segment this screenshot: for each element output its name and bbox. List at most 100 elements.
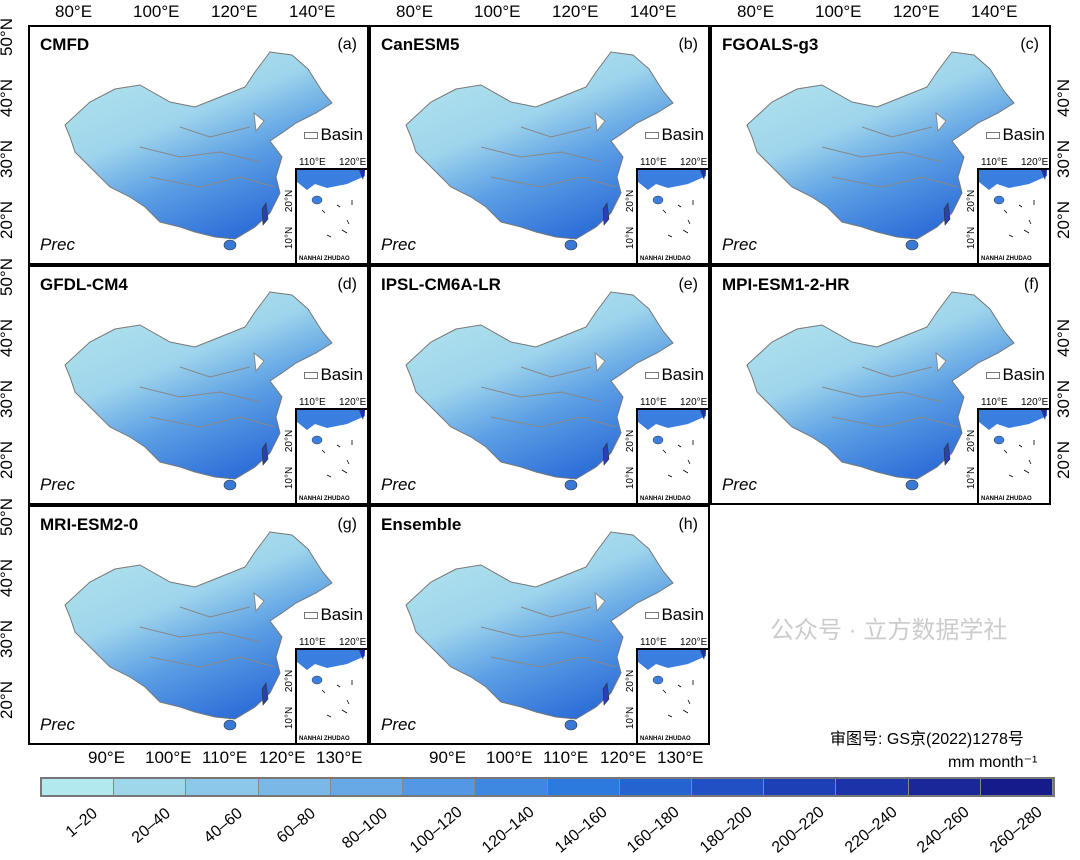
panel-title: GFDL-CM4 — [40, 275, 128, 294]
panel-letter: (e) — [678, 276, 698, 293]
colorbar-label: 240–260 — [914, 803, 973, 857]
basin-legend: Basin — [304, 125, 363, 145]
lon-tick-label: 90°E — [88, 748, 126, 767]
lon-tick-label: 120°E — [893, 2, 940, 21]
basin-swatch-icon — [645, 612, 660, 620]
basin-legend: Basin — [645, 605, 704, 625]
inset-lon-tick: 120°E — [339, 157, 367, 168]
inset-lon-tick: 110°E — [299, 637, 326, 648]
lon-tick-label: 100°E — [486, 748, 533, 767]
colorbar-swatch — [547, 779, 620, 795]
basin-swatch-icon — [645, 132, 660, 140]
colorbar-label: 20–40 — [128, 805, 174, 847]
basin-swatch-icon — [986, 372, 1001, 380]
colorbar-label: 60–80 — [273, 805, 319, 847]
south-china-sea-inset: NANHAI ZHUDAO — [636, 408, 708, 503]
colorbar-unit: mm month⁻¹ — [948, 754, 1038, 771]
lat-tick-label: 50°N — [0, 18, 16, 56]
south-china-sea-inset: NANHAI ZHUDAO — [977, 168, 1049, 263]
colorbar-swatch — [691, 779, 765, 795]
panel-letter: (a) — [337, 36, 357, 53]
panel-letter: (h) — [678, 516, 698, 533]
lon-tick-label: 80°E — [396, 2, 434, 21]
variable-label: Prec — [40, 235, 75, 254]
variable-label: Prec — [381, 475, 416, 494]
map-panel: Ensemble (h) Prec Basin 20°N 10°N NANHAI… — [369, 505, 710, 745]
variable-label: Prec — [40, 475, 75, 494]
lat-tick-label: 50°N — [0, 498, 16, 536]
panel-letter: (c) — [1020, 36, 1039, 53]
inset-label: NANHAI ZHUDAO — [299, 736, 350, 742]
panel-title: FGOALS-g3 — [722, 35, 819, 54]
lon-tick-label: 120°E — [552, 2, 599, 21]
lon-tick-label: 140°E — [971, 2, 1018, 21]
map-panel: CanESM5 (b) Prec Basin 20°N 10°N NANHAI … — [369, 25, 710, 265]
colorbar — [40, 777, 1055, 797]
colorbar-swatch — [330, 779, 404, 795]
lon-tick-label: 100°E — [145, 748, 192, 767]
watermark: 公众号 · 立方数据学社 — [770, 617, 1008, 644]
inset-lon-tick: 110°E — [981, 157, 1008, 168]
lon-tick-label: 110°E — [202, 748, 248, 767]
panel-title: Ensemble — [381, 515, 462, 534]
map-panel: GFDL-CM4 (d) Prec Basin 20°N 10°N NANHAI… — [28, 265, 369, 505]
lat-tick-label: 40°N — [0, 319, 16, 357]
colorbar-swatch — [114, 779, 187, 795]
inset-lon-tick: 120°E — [680, 397, 708, 408]
map-panel: FGOALS-g3 (c) Prec Basin 20°N 10°N NANHA… — [710, 25, 1051, 265]
lat-tick-label: 20°N — [0, 441, 16, 479]
inset-label: NANHAI ZHUDAO — [299, 496, 350, 502]
lat-tick-label: 20°N — [0, 201, 16, 239]
basin-legend: Basin — [304, 365, 363, 385]
inset-label: NANHAI ZHUDAO — [640, 736, 691, 742]
basin-swatch-icon — [304, 132, 319, 140]
lat-tick-label: 20°N — [1053, 201, 1073, 239]
inset-lon-tick: 110°E — [299, 397, 326, 408]
panel-title: CanESM5 — [381, 35, 460, 54]
map-panel: CMFD (a) Prec Basin 20°N 10°N NANHAI ZHU… — [28, 25, 369, 265]
panel-letter: (d) — [337, 276, 357, 293]
lon-tick-label: 130°E — [316, 748, 363, 767]
lon-tick-label: 100°E — [474, 2, 521, 21]
colorbar-label: 100–120 — [406, 803, 466, 857]
lon-tick-label: 120°E — [259, 748, 306, 767]
inset-label: NANHAI ZHUDAO — [640, 496, 691, 502]
inset-label: NANHAI ZHUDAO — [981, 256, 1032, 262]
colorbar-label: 1–20 — [62, 805, 101, 841]
south-china-sea-inset: NANHAI ZHUDAO — [977, 408, 1049, 503]
panel-letter: (f) — [1023, 276, 1039, 293]
basin-legend: Basin — [304, 605, 363, 625]
colorbar-swatch — [836, 779, 909, 795]
basin-swatch-icon — [645, 372, 660, 380]
panel-letter: (g) — [337, 516, 357, 533]
south-china-sea-inset: NANHAI ZHUDAO — [295, 408, 367, 503]
lat-tick-label: 30°N — [1053, 140, 1073, 178]
basin-legend: Basin — [645, 125, 704, 145]
variable-label: Prec — [381, 715, 416, 734]
colorbar-swatch — [619, 779, 692, 795]
inset-label: NANHAI ZHUDAO — [640, 256, 691, 262]
basin-swatch-icon — [986, 132, 1001, 140]
basin-swatch-icon — [304, 372, 319, 380]
lat-tick-label: 30°N — [1053, 380, 1073, 418]
lat-tick-label: 40°N — [0, 559, 16, 597]
colorbar-label: 260–280 — [986, 803, 1046, 857]
lon-tick-label: 100°E — [815, 2, 862, 21]
colorbar-swatch — [980, 779, 1054, 795]
inset-lon-tick: 120°E — [339, 637, 367, 648]
colorbar-swatch — [403, 779, 476, 795]
lat-tick-label: 30°N — [0, 380, 16, 418]
lon-tick-label: 130°E — [657, 748, 704, 767]
lon-tick-label: 120°E — [211, 2, 258, 21]
inset-label: NANHAI ZHUDAO — [981, 496, 1032, 502]
inset-lon-tick: 110°E — [981, 397, 1008, 408]
lon-tick-label: 140°E — [289, 2, 336, 21]
inset-lon-tick: 120°E — [1021, 157, 1049, 168]
panel-title: IPSL-CM6A-LR — [381, 275, 501, 294]
variable-label: Prec — [722, 475, 757, 494]
colorbar-swatch — [764, 779, 837, 795]
map-panel: MPI-ESM1-2-HR (f) Prec Basin 20°N 10°N N… — [710, 265, 1051, 505]
map-panel: IPSL-CM6A-LR (e) Prec Basin 20°N 10°N NA… — [369, 265, 710, 505]
panel-title: MRI-ESM2-0 — [40, 515, 139, 534]
lat-tick-label: 30°N — [0, 140, 16, 178]
